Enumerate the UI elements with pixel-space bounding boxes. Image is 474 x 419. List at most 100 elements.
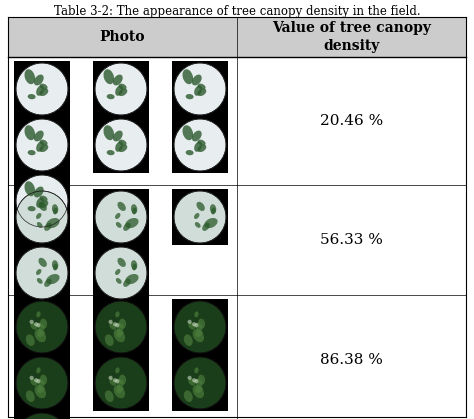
- Ellipse shape: [52, 260, 58, 270]
- Ellipse shape: [116, 330, 124, 337]
- Ellipse shape: [188, 378, 195, 386]
- Ellipse shape: [194, 367, 199, 373]
- Ellipse shape: [118, 145, 128, 152]
- Ellipse shape: [40, 196, 47, 202]
- Ellipse shape: [118, 140, 127, 146]
- Circle shape: [34, 322, 38, 326]
- Ellipse shape: [198, 140, 206, 146]
- Ellipse shape: [195, 329, 201, 336]
- Ellipse shape: [25, 181, 35, 196]
- Circle shape: [109, 320, 113, 324]
- Bar: [172, 61, 228, 117]
- Ellipse shape: [34, 75, 44, 85]
- Ellipse shape: [113, 75, 123, 85]
- Ellipse shape: [186, 94, 193, 99]
- Ellipse shape: [211, 208, 216, 215]
- Circle shape: [95, 301, 147, 353]
- Ellipse shape: [40, 375, 47, 385]
- Bar: [14, 173, 70, 229]
- Text: 86.38 %: 86.38 %: [320, 353, 383, 367]
- Bar: [93, 299, 149, 355]
- Circle shape: [188, 376, 191, 380]
- Ellipse shape: [105, 334, 114, 346]
- Ellipse shape: [186, 150, 193, 155]
- Ellipse shape: [115, 142, 123, 152]
- Ellipse shape: [198, 89, 206, 96]
- Bar: [14, 245, 70, 301]
- Ellipse shape: [195, 386, 202, 393]
- Bar: [14, 189, 70, 245]
- Ellipse shape: [115, 85, 123, 96]
- Bar: [172, 355, 228, 411]
- Ellipse shape: [195, 323, 203, 331]
- Ellipse shape: [125, 218, 138, 228]
- Circle shape: [34, 378, 38, 383]
- Bar: [14, 411, 70, 419]
- Ellipse shape: [125, 274, 138, 284]
- Bar: [14, 117, 70, 173]
- Circle shape: [194, 323, 199, 327]
- Ellipse shape: [131, 260, 137, 270]
- Ellipse shape: [36, 85, 44, 96]
- Ellipse shape: [198, 375, 205, 385]
- Circle shape: [174, 191, 226, 243]
- Ellipse shape: [116, 386, 124, 393]
- Ellipse shape: [25, 69, 35, 84]
- Circle shape: [188, 320, 191, 324]
- Ellipse shape: [115, 269, 120, 275]
- Ellipse shape: [194, 311, 199, 317]
- Circle shape: [16, 119, 68, 171]
- Ellipse shape: [195, 379, 203, 386]
- Ellipse shape: [195, 385, 201, 392]
- Ellipse shape: [116, 323, 124, 331]
- Ellipse shape: [25, 125, 35, 140]
- Ellipse shape: [103, 125, 114, 140]
- Ellipse shape: [132, 264, 137, 270]
- Circle shape: [174, 357, 226, 409]
- Ellipse shape: [39, 145, 48, 152]
- Circle shape: [16, 247, 68, 299]
- Circle shape: [16, 63, 68, 115]
- Circle shape: [95, 247, 147, 299]
- Ellipse shape: [182, 125, 193, 140]
- Ellipse shape: [119, 375, 126, 385]
- Circle shape: [174, 301, 226, 353]
- Ellipse shape: [115, 311, 119, 317]
- Ellipse shape: [26, 334, 35, 346]
- Circle shape: [16, 301, 68, 353]
- Ellipse shape: [30, 378, 37, 386]
- Ellipse shape: [198, 84, 206, 90]
- Circle shape: [113, 322, 117, 326]
- Ellipse shape: [37, 386, 45, 393]
- Bar: [14, 355, 70, 411]
- Ellipse shape: [26, 391, 35, 402]
- Bar: [93, 61, 149, 117]
- Ellipse shape: [117, 329, 122, 336]
- Ellipse shape: [192, 75, 202, 85]
- Ellipse shape: [198, 318, 205, 329]
- Bar: [14, 61, 70, 117]
- Text: Photo: Photo: [100, 30, 145, 44]
- Ellipse shape: [27, 94, 36, 99]
- Circle shape: [29, 376, 34, 380]
- Text: Table 3-2: The appearance of tree canopy density in the field.: Table 3-2: The appearance of tree canopy…: [54, 5, 420, 18]
- Ellipse shape: [113, 131, 123, 142]
- Ellipse shape: [52, 204, 58, 214]
- Bar: [93, 189, 149, 245]
- Ellipse shape: [107, 94, 115, 99]
- Ellipse shape: [37, 323, 45, 331]
- Ellipse shape: [107, 150, 115, 155]
- Ellipse shape: [44, 223, 52, 231]
- Bar: [172, 299, 228, 355]
- Ellipse shape: [35, 385, 46, 398]
- Ellipse shape: [118, 84, 127, 90]
- Ellipse shape: [115, 213, 120, 219]
- Circle shape: [115, 379, 119, 383]
- Ellipse shape: [195, 330, 202, 337]
- Ellipse shape: [36, 269, 41, 275]
- Ellipse shape: [118, 202, 126, 211]
- Ellipse shape: [40, 318, 47, 329]
- Bar: [93, 117, 149, 173]
- Ellipse shape: [27, 206, 36, 211]
- Ellipse shape: [38, 258, 47, 267]
